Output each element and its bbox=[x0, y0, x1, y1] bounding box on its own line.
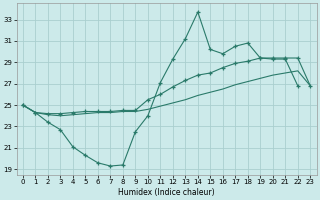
X-axis label: Humidex (Indice chaleur): Humidex (Indice chaleur) bbox=[118, 188, 215, 197]
